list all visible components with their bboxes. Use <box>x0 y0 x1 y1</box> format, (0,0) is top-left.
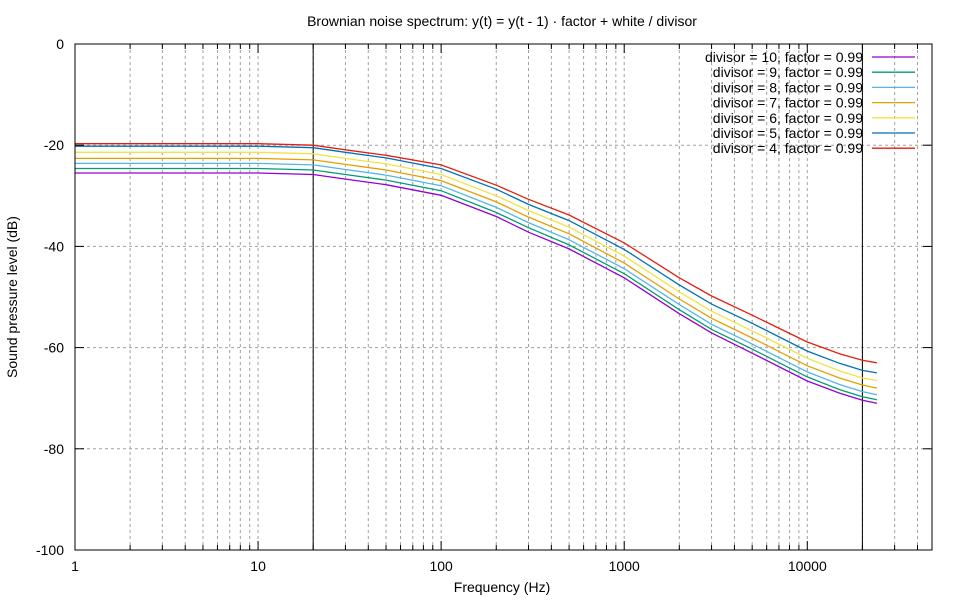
series-line <box>75 157 878 389</box>
y-tick-label: -40 <box>44 238 64 254</box>
series-line <box>75 143 878 364</box>
legend-label: divisor = 7, factor = 0.99 <box>713 95 863 111</box>
series-line <box>75 167 878 401</box>
legend-label: divisor = 4, factor = 0.99 <box>713 140 863 156</box>
grid <box>75 44 932 550</box>
x-axis-label: Frequency (Hz) <box>454 579 550 595</box>
y-tick-label: -100 <box>36 542 64 558</box>
x-tick-label: 1 <box>71 558 79 574</box>
x-tick-label: 10 <box>250 558 266 574</box>
x-tick-label: 10000 <box>788 558 827 574</box>
series-line <box>75 145 878 374</box>
legend-label: divisor = 5, factor = 0.99 <box>713 125 863 141</box>
legend-label: divisor = 6, factor = 0.99 <box>713 110 863 126</box>
legend-label: divisor = 9, factor = 0.99 <box>713 64 863 80</box>
x-tick-label: 100 <box>429 558 453 574</box>
plot-frame <box>74 43 933 551</box>
legend-label: divisor = 10, factor = 0.99 <box>705 49 863 65</box>
series-line <box>75 151 878 382</box>
chart-title: Brownian noise spectrum: y(t) = y(t - 1)… <box>307 13 697 29</box>
x-tick-label: 1000 <box>609 558 640 574</box>
y-tick-label: -20 <box>44 137 64 153</box>
series-line <box>75 162 878 396</box>
y-tick-label: 0 <box>56 36 64 52</box>
y-axis-label: Sound pressure level (dB) <box>4 216 20 378</box>
ticks: 1 10 100 1000 10000 0 -20 -40 -60 -80 -100 <box>36 36 932 574</box>
y-tick-label: -80 <box>44 441 64 457</box>
series-lines <box>75 143 878 404</box>
series-line <box>75 172 878 404</box>
legend-label: divisor = 8, factor = 0.99 <box>713 79 863 95</box>
y-tick-label: -60 <box>44 340 64 356</box>
